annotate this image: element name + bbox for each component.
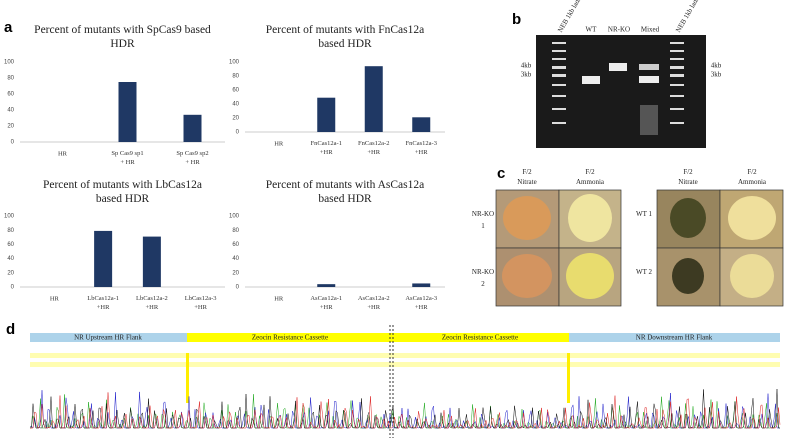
- region-label: NR Downstream HR Flank: [636, 334, 713, 342]
- y-tick-label: 60: [232, 242, 239, 248]
- region-bar: [392, 333, 569, 342]
- y-tick-label: 20: [232, 270, 239, 276]
- junction-mark: [186, 353, 189, 403]
- x-tick-label: HR: [58, 150, 68, 157]
- region-label: Zeocin Resistance Cassette: [442, 334, 518, 342]
- chart-title: Percent of mutants with AsCas12a based HD…: [266, 179, 424, 205]
- x-tick-label: LbCas12a-2 +HR: [136, 295, 168, 311]
- row-label: WT 2: [636, 268, 653, 276]
- bar: [317, 97, 336, 132]
- sequence-row: [30, 362, 780, 367]
- panel-label: b: [512, 11, 521, 28]
- row-label: WT 1: [636, 210, 653, 218]
- lane-label: Mixed: [641, 26, 660, 34]
- column-label: F/2 Ammonia: [738, 168, 767, 186]
- region-label: Zeocin Resistance Cassette: [252, 334, 328, 342]
- panel-label: c: [497, 165, 505, 182]
- y-tick-label: 100: [229, 214, 240, 220]
- chart-title: Percent of mutants with LbCas12a based HD…: [43, 179, 202, 205]
- y-tick-label: 40: [7, 256, 14, 262]
- x-tick-label: AsCas12a-3 +HR: [405, 295, 437, 311]
- marker-label: 3kb: [711, 71, 722, 79]
- bar: [412, 283, 431, 287]
- region-bar: [187, 333, 392, 342]
- x-tick-label: FnCas12a-2 +HR: [358, 140, 389, 156]
- bar: [364, 66, 383, 132]
- x-tick-label: AsCas12a-2 +HR: [358, 295, 390, 311]
- x-tick-label: FnCas12a-3 +HR: [406, 140, 437, 156]
- row-label: NR-KO 1: [472, 210, 494, 230]
- region-bar: [569, 333, 780, 342]
- x-tick-label: HR: [274, 140, 284, 147]
- trace: [30, 388, 781, 429]
- x-tick-label: HR: [50, 295, 60, 302]
- y-tick-label: 100: [4, 214, 15, 220]
- junction-mark: [567, 353, 570, 403]
- x-tick-label: LbCas12a-3 +HR: [185, 295, 217, 311]
- plate-photos: [495, 189, 784, 307]
- y-tick-label: 0: [11, 140, 15, 146]
- x-tick-label: HR: [274, 295, 284, 302]
- y-tick-label: 80: [232, 228, 239, 234]
- marker-label: 4kb: [711, 62, 722, 70]
- column-label: F/2 Ammonia: [576, 168, 605, 186]
- y-tick-label: 40: [232, 256, 239, 262]
- trace: [29, 394, 780, 429]
- y-tick-label: 100: [4, 60, 15, 66]
- lane-label: WT: [586, 26, 598, 34]
- y-tick-label: 80: [232, 74, 239, 80]
- bar: [94, 230, 113, 287]
- chart-title: Percent of mutants with FnCas12a based HD…: [266, 24, 424, 50]
- x-tick-label: Sp Cas9 sp1 + HR: [111, 150, 143, 166]
- y-tick-label: 40: [232, 102, 239, 108]
- y-tick-label: 20: [7, 124, 14, 130]
- column-label: F/2 Nitrate: [517, 168, 536, 186]
- region-label: NR Upstream HR Flank: [74, 334, 142, 342]
- y-tick-label: 80: [7, 228, 14, 234]
- y-tick-label: 0: [236, 130, 240, 136]
- y-tick-label: 20: [232, 116, 239, 122]
- y-tick-label: 20: [7, 270, 14, 276]
- row-label: NR-KO 2: [472, 268, 494, 288]
- y-tick-label: 0: [11, 285, 15, 291]
- y-tick-label: 0: [236, 285, 240, 291]
- lane-label: NEB 1kb ladder: [674, 0, 704, 34]
- chromatogram: [29, 388, 781, 429]
- y-tick-label: 60: [7, 92, 14, 98]
- lane-label: NR-KO: [608, 26, 630, 34]
- gel-image: [536, 35, 706, 148]
- chart-title: Percent of mutants with SpCas9 based HDR: [34, 24, 211, 50]
- trace: [29, 390, 780, 429]
- panel-label: d: [6, 321, 15, 338]
- column-label: F/2 Nitrate: [678, 168, 697, 186]
- y-tick-label: 60: [7, 242, 14, 248]
- bar: [412, 117, 431, 132]
- gel-bands: [552, 42, 684, 135]
- marker-label: 3kb: [521, 71, 532, 79]
- lane-label: NEB 1kb ladder: [556, 0, 586, 34]
- trace: [30, 392, 781, 429]
- y-tick-label: 60: [232, 88, 239, 94]
- x-tick-label: LbCas12a-1 +HR: [87, 295, 119, 311]
- bar: [118, 82, 137, 142]
- x-tick-label: FnCas12a-1 +HR: [311, 140, 342, 156]
- panel-label: a: [4, 19, 13, 36]
- x-tick-label: Sp Cas9 sp2 + HR: [176, 150, 208, 166]
- bar: [142, 236, 161, 287]
- bar: [183, 114, 202, 142]
- y-tick-label: 40: [7, 108, 14, 114]
- sequence-row: [30, 353, 780, 358]
- marker-label: 4kb: [521, 62, 532, 70]
- y-tick-label: 80: [7, 76, 14, 82]
- y-tick-label: 100: [229, 60, 240, 66]
- region-bar: [30, 333, 187, 342]
- x-tick-label: AsCas12a-1 +HR: [310, 295, 342, 311]
- bar: [317, 284, 336, 287]
